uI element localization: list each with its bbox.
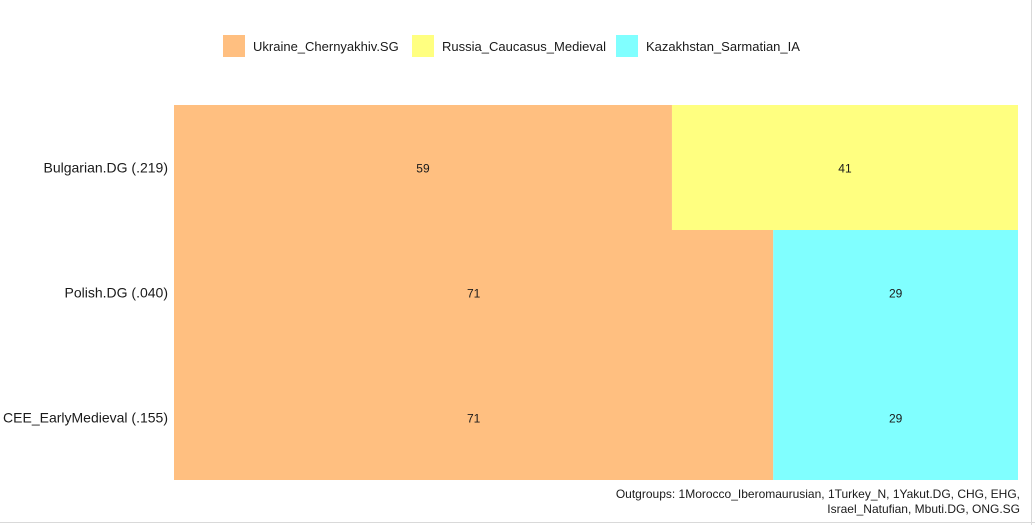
data-label-0-1: 41 [838, 162, 852, 176]
category-label-1: Polish.DG (.040) [65, 285, 168, 301]
chart-plot-area: 59 41 71 29 71 29 [174, 105, 1018, 480]
bar-segment-1-2 [773, 230, 1018, 355]
category-axis-labels: Bulgarian.DG (.219) Polish.DG (.040) CEE_E… [3, 160, 168, 426]
data-label-2-2: 29 [889, 412, 903, 426]
category-label-2: CEE_EarlyMedieval (.155) [3, 410, 168, 426]
bar-segment-1-0 [174, 230, 774, 355]
legend-swatch-0 [223, 35, 245, 57]
data-label-2-0: 71 [467, 412, 481, 426]
chart-legend: Ukraine_Chernyakhiv.SG Russia_Caucasus_Me… [223, 35, 800, 57]
right-divider [1031, 0, 1032, 525]
bottom-divider [0, 522, 1035, 523]
bar-segment-2-0 [174, 355, 774, 480]
bar-segment-0-1 [671, 105, 1018, 230]
bar-segment-2-2 [773, 355, 1018, 480]
category-label-0: Bulgarian.DG (.219) [43, 160, 168, 176]
chart-caption: Outgroups: 1Morocco_Iberomaurusian, 1Tur… [616, 487, 1020, 516]
legend-swatch-1 [412, 35, 434, 57]
caption-line-0: Outgroups: 1Morocco_Iberomaurusian, 1Tur… [616, 487, 1020, 501]
data-label-1-2: 29 [889, 287, 903, 301]
caption-line-1: Israel_Natufian, Mbuti.DG, ONG.SG [827, 502, 1020, 516]
legend-label-1: Russia_Caucasus_Medieval [442, 39, 606, 54]
data-label-1-0: 71 [467, 287, 481, 301]
legend-label-0: Ukraine_Chernyakhiv.SG [253, 39, 399, 54]
legend-swatch-2 [616, 35, 638, 57]
legend-label-2: Kazakhstan_Sarmatian_IA [646, 39, 800, 54]
data-label-0-0: 59 [416, 162, 430, 176]
bar-segment-0-0 [174, 105, 672, 230]
